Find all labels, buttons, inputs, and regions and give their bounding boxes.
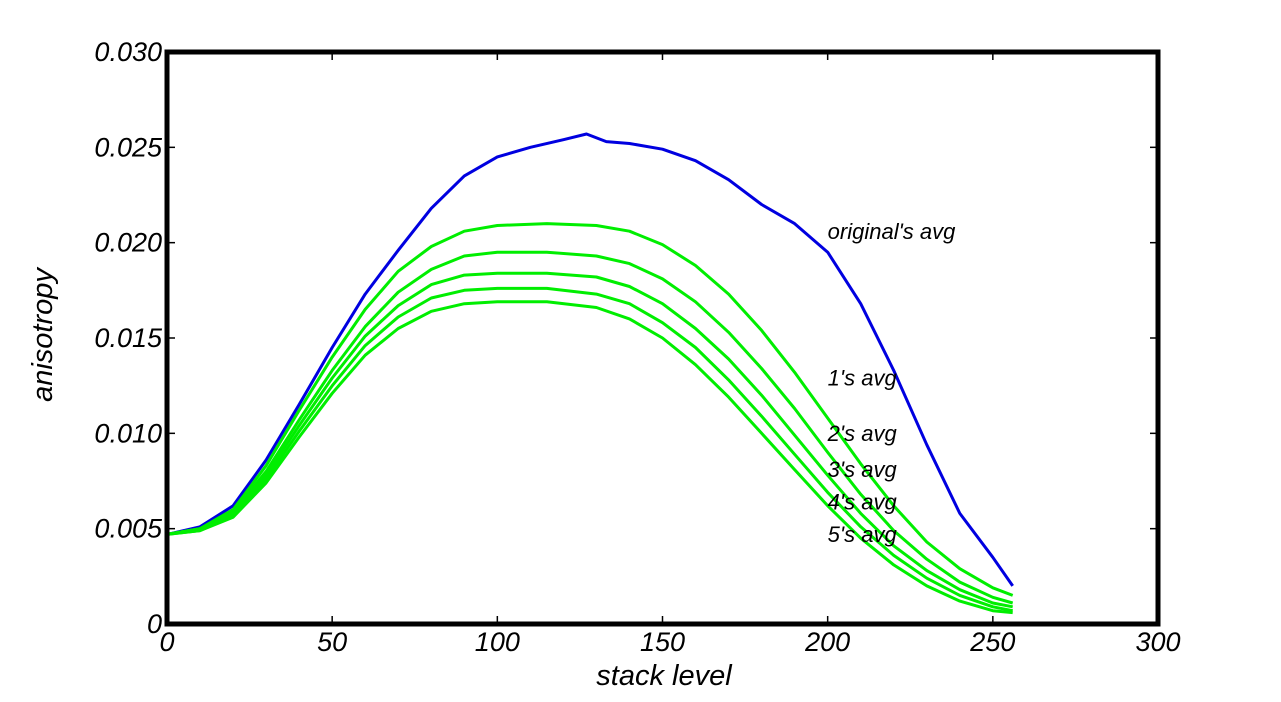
series-line bbox=[166, 222, 1014, 597]
x-tick-label: 250 bbox=[969, 627, 1015, 657]
series-label: original's avg bbox=[828, 219, 956, 244]
y-tick-label: 0.005 bbox=[94, 514, 163, 544]
series-line bbox=[166, 250, 1014, 605]
x-tick-label: 300 bbox=[1135, 627, 1180, 657]
x-axis-title: stack level bbox=[596, 660, 733, 692]
series-lines bbox=[166, 132, 1014, 615]
x-tick-label: 50 bbox=[317, 627, 347, 657]
series-label: 5's avg bbox=[828, 522, 898, 547]
y-tick-labels: 0 0.005 0.010 0.015 0.020 0.025 0.030 bbox=[94, 37, 163, 639]
series-line bbox=[166, 132, 1014, 587]
y-tick-label: 0.015 bbox=[94, 323, 163, 353]
series-label: 4's avg bbox=[828, 490, 898, 515]
series-label: 2's avg bbox=[827, 421, 898, 446]
series-line bbox=[166, 286, 1013, 613]
y-tick-label: 0.025 bbox=[94, 132, 163, 162]
x-tick-label: 150 bbox=[640, 627, 685, 657]
plot-frame bbox=[164, 49, 1161, 627]
y-tick-label: 0.010 bbox=[94, 418, 162, 448]
series-line bbox=[166, 300, 1013, 615]
series-label: 1's avg bbox=[828, 366, 898, 391]
y-axis-title: anisotropy bbox=[27, 267, 59, 402]
series-label: 3's avg bbox=[828, 457, 898, 482]
series-line bbox=[166, 271, 1013, 609]
x-tick-label: 200 bbox=[804, 627, 850, 657]
y-tick-label: 0 bbox=[147, 609, 162, 639]
y-tick-label: 0.020 bbox=[94, 228, 162, 258]
x-tick-label: 0 bbox=[159, 627, 174, 657]
x-tick-label: 100 bbox=[475, 627, 520, 657]
series-labels: original's avg 1's avg 2's avg 3's avg 4's a… bbox=[827, 219, 956, 547]
x-tick-labels: 0 50 100 150 200 250 300 bbox=[159, 627, 1180, 657]
y-tick-label: 0.030 bbox=[94, 37, 162, 67]
